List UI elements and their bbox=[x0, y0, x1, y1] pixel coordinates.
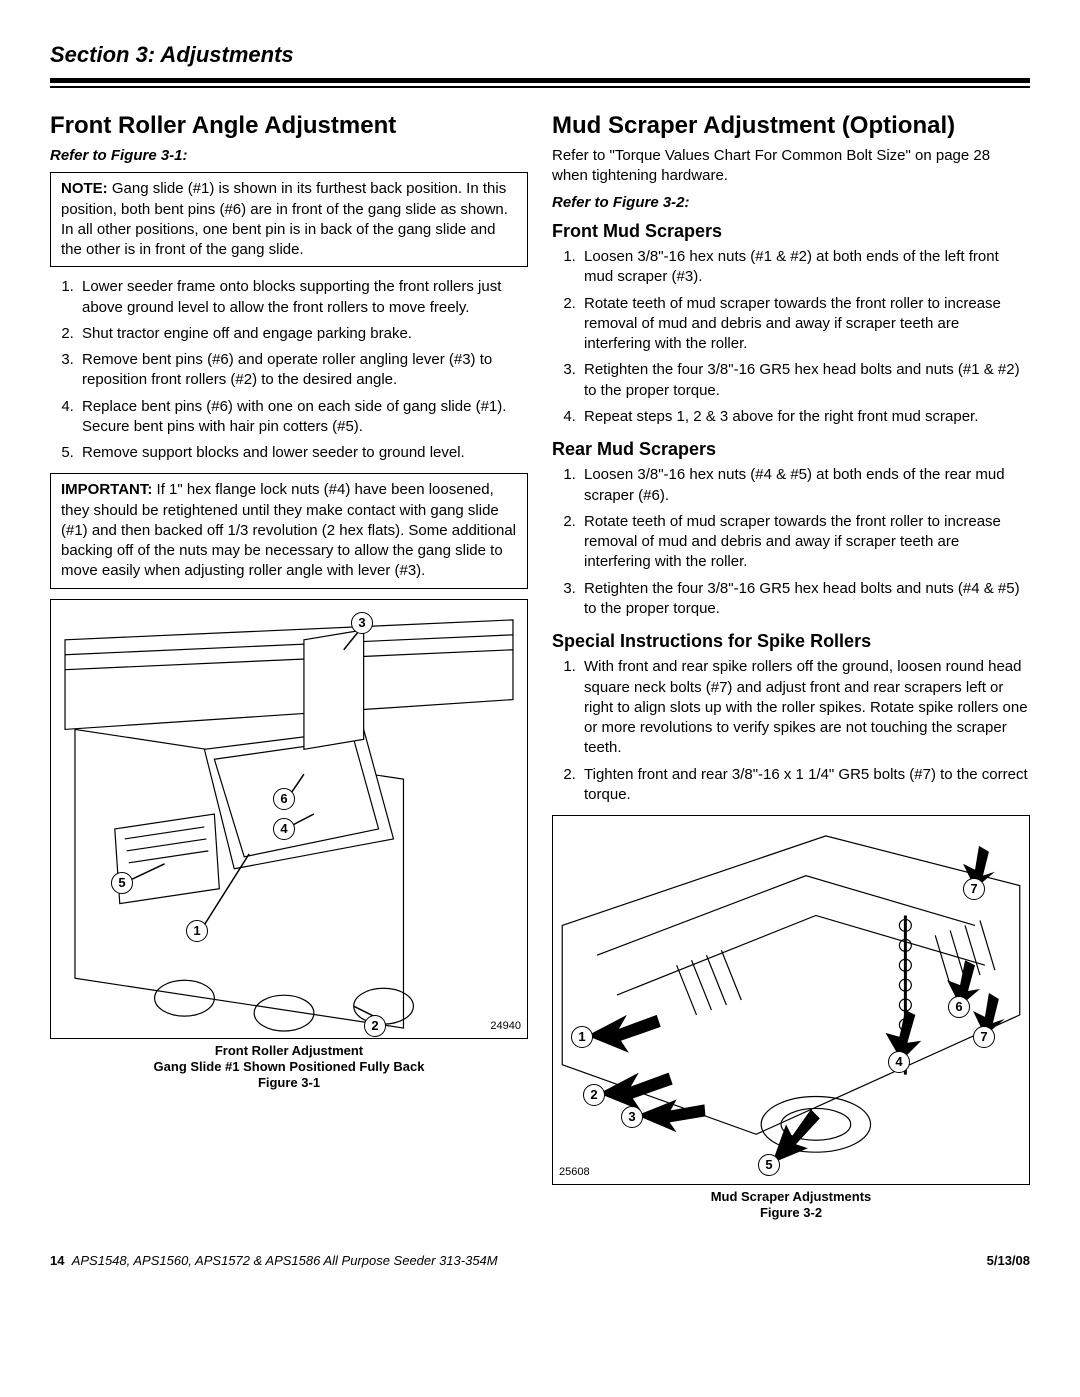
list-item: Retighten the four 3/8"-16 GR5 hex head … bbox=[580, 579, 1030, 620]
list-item: Rotate teeth of mud scraper towards the … bbox=[580, 294, 1030, 355]
left-column: Front Roller Angle Adjustment Refer to F… bbox=[50, 110, 528, 1222]
doc-title: APS1548, APS1560, APS1572 & APS1586 All … bbox=[72, 1253, 498, 1268]
caption-line: Front Roller Adjustment bbox=[50, 1043, 528, 1059]
list-item: Remove support blocks and lower seeder t… bbox=[78, 443, 528, 463]
section-header: Section 3: Adjustments bbox=[50, 40, 1030, 70]
spike-rollers-steps: With front and rear spike rollers off th… bbox=[552, 657, 1030, 805]
caption-line: Figure 3-1 bbox=[50, 1075, 528, 1091]
figure-id: 25608 bbox=[559, 1165, 590, 1180]
caption-line: Mud Scraper Adjustments bbox=[552, 1189, 1030, 1205]
list-item: Loosen 3/8"-16 hex nuts (#4 & #5) at bot… bbox=[580, 465, 1030, 506]
left-ref: Refer to Figure 3-1: bbox=[50, 146, 528, 166]
front-scrapers-head: Front Mud Scrapers bbox=[552, 219, 1030, 243]
figure-3-1: 24940 3 6 4 5 1 2 bbox=[50, 599, 528, 1039]
callout-6: 6 bbox=[273, 788, 295, 810]
front-scrapers-steps: Loosen 3/8"-16 hex nuts (#1 & #2) at bot… bbox=[552, 247, 1030, 427]
note-box: NOTE: Gang slide (#1) is shown in its fu… bbox=[50, 172, 528, 267]
figure-3-2: 25608 76741235 bbox=[552, 815, 1030, 1185]
important-box: IMPORTANT: If 1" hex flange lock nuts (#… bbox=[50, 473, 528, 588]
rear-scrapers-steps: Loosen 3/8"-16 hex nuts (#4 & #5) at bot… bbox=[552, 465, 1030, 619]
list-item: Lower seeder frame onto blocks supportin… bbox=[78, 277, 528, 318]
right-column: Mud Scraper Adjustment (Optional) Refer … bbox=[552, 110, 1030, 1222]
spike-rollers-head: Special Instructions for Spike Rollers bbox=[552, 629, 1030, 653]
list-item: Shut tractor engine off and engage parki… bbox=[78, 324, 528, 344]
footer-left: 14 APS1548, APS1560, APS1572 & APS1586 A… bbox=[50, 1252, 498, 1270]
callout-4: 4 bbox=[273, 818, 295, 840]
list-item: With front and rear spike rollers off th… bbox=[580, 657, 1030, 758]
right-ref: Refer to Figure 3-2: bbox=[552, 193, 1030, 213]
list-item: Replace bent pins (#6) with one on each … bbox=[78, 397, 528, 438]
divider bbox=[50, 78, 1030, 88]
list-item: Repeat steps 1, 2 & 3 above for the righ… bbox=[580, 407, 1030, 427]
right-intro: Refer to "Torque Values Chart For Common… bbox=[552, 146, 1030, 187]
note-lead: NOTE: bbox=[61, 180, 108, 197]
page-footer: 14 APS1548, APS1560, APS1572 & APS1586 A… bbox=[50, 1252, 1030, 1270]
list-item: Rotate teeth of mud scraper towards the … bbox=[580, 512, 1030, 573]
right-title: Mud Scraper Adjustment (Optional) bbox=[552, 110, 1030, 142]
figure-3-2-caption: Mud Scraper Adjustments Figure 3-2 bbox=[552, 1189, 1030, 1222]
list-item: Loosen 3/8"-16 hex nuts (#1 & #2) at bot… bbox=[580, 247, 1030, 288]
callout-3: 3 bbox=[351, 612, 373, 634]
figure-id: 24940 bbox=[490, 1019, 521, 1034]
rear-scrapers-head: Rear Mud Scrapers bbox=[552, 437, 1030, 461]
figure-3-1-caption: Front Roller Adjustment Gang Slide #1 Sh… bbox=[50, 1043, 528, 1092]
content-columns: Front Roller Angle Adjustment Refer to F… bbox=[50, 110, 1030, 1222]
footer-date: 5/13/08 bbox=[987, 1252, 1030, 1270]
caption-line: Gang Slide #1 Shown Positioned Fully Bac… bbox=[50, 1059, 528, 1075]
page-number: 14 bbox=[50, 1253, 64, 1268]
note-body: Gang slide (#1) is shown in its furthest… bbox=[61, 180, 508, 258]
important-lead: IMPORTANT: bbox=[61, 481, 152, 498]
caption-line: Figure 3-2 bbox=[552, 1205, 1030, 1221]
left-title: Front Roller Angle Adjustment bbox=[50, 110, 528, 142]
callout-2: 2 bbox=[364, 1015, 386, 1037]
list-item: Remove bent pins (#6) and operate roller… bbox=[78, 350, 528, 391]
left-steps: Lower seeder frame onto blocks supportin… bbox=[50, 277, 528, 463]
callout-5: 5 bbox=[111, 872, 133, 894]
list-item: Tighten front and rear 3/8"-16 x 1 1/4" … bbox=[580, 765, 1030, 806]
list-item: Retighten the four 3/8"-16 GR5 hex head … bbox=[580, 360, 1030, 401]
callout-1: 1 bbox=[186, 920, 208, 942]
